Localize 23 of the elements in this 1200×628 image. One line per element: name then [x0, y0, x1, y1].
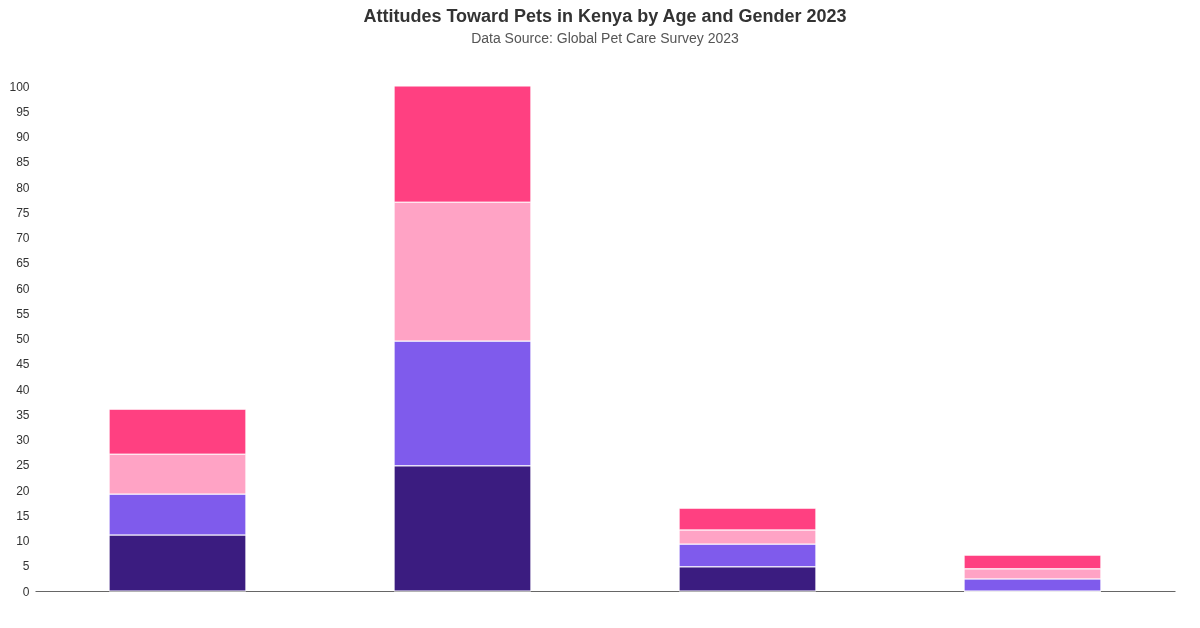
y-tick-label: 0 [22, 584, 30, 599]
chart-title: Attitudes Toward Pets in Kenya by Age and Gender 2023 [363, 6, 847, 26]
y-tick-label: 75 [16, 205, 30, 220]
y-tick-label: 45 [16, 357, 30, 372]
y-tick-label: 20 [16, 483, 30, 498]
y-tick-label: 5 [22, 559, 30, 574]
y-tick-label: 85 [16, 155, 30, 170]
y-tick-label: 50 [16, 332, 30, 346]
y-tick-label: 10 [16, 534, 30, 548]
y-tick-label: 15 [16, 508, 30, 523]
y-tick-label: 30 [16, 433, 30, 447]
chart-subtitle: Data Source: Global Pet Care Survey 2023 [471, 30, 740, 46]
y-tick-label: 70 [16, 231, 30, 245]
y-tick-label: 25 [16, 458, 30, 473]
y-tick-label: 65 [16, 256, 30, 271]
y-tick-label: 60 [16, 281, 30, 296]
y-tick-label: 100 [9, 79, 30, 94]
y-tick-label: 80 [16, 180, 30, 195]
y-tick-label: 40 [16, 382, 30, 397]
y-tick-label: 55 [16, 306, 30, 321]
y-tick-label: 90 [16, 130, 30, 144]
y-tick-label: 95 [16, 104, 30, 119]
y-tick-label: 35 [16, 407, 30, 422]
